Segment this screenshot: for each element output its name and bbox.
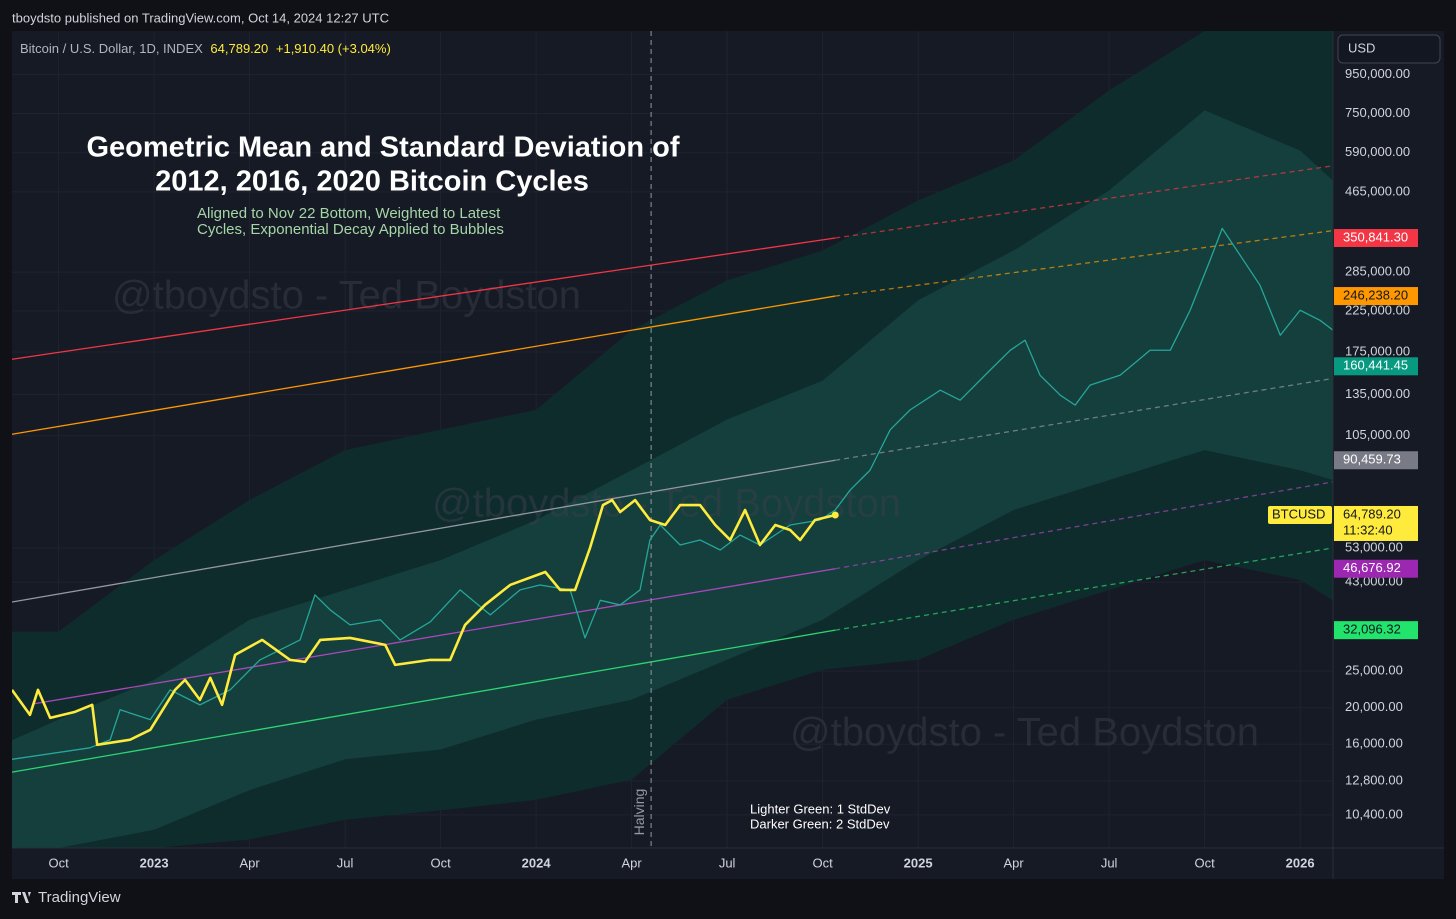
y-tick-label: 16,000.00 — [1345, 736, 1403, 751]
price-line — [12, 227, 1333, 760]
note: Darker Green: 2 StdDev — [750, 816, 890, 831]
note: Lighter Green: 1 StdDev — [750, 801, 891, 816]
price-label-box — [1334, 451, 1418, 470]
watermarks: @tboydsto - Ted Boydston @tboydsto - Ted… — [112, 274, 1259, 755]
tag-box — [1268, 505, 1332, 524]
channel-line — [12, 459, 836, 603]
logo: TradingView — [12, 889, 121, 906]
channel-line — [835, 165, 1333, 239]
subtitle: Cycles, Exponential Decay Applied to Bub… — [197, 221, 504, 238]
last-price: 64,789.20 — [210, 41, 268, 56]
price-label-box — [1334, 621, 1418, 640]
currency[interactable]: USD — [1348, 40, 1375, 55]
channel-line — [12, 629, 836, 773]
y-tick-label: 590,000.00 — [1345, 144, 1410, 159]
x-tick-label: Oct — [1195, 855, 1216, 870]
channel-line — [12, 237, 836, 360]
x-tick-label: Jul — [1101, 855, 1118, 870]
channel-line — [12, 295, 836, 435]
y-tick-label: 950,000.00 — [1345, 66, 1410, 81]
price-label-box — [1334, 229, 1418, 248]
y-tick-label: 53,000.00 — [1345, 539, 1403, 554]
price-label: 246,238.20 — [1343, 287, 1408, 302]
price-label: 32,096.32 — [1343, 622, 1401, 637]
price-label-box — [1334, 505, 1418, 541]
change: +1,910.40 (+3.04%) — [276, 41, 391, 56]
y-tick-label: 285,000.00 — [1345, 264, 1410, 279]
axes: 950,000.00 750,000.00 590,000.00 465,000.00… — [12, 31, 1444, 879]
x-tick-label: Oct — [48, 855, 69, 870]
price-label: 64,789.20 — [1343, 506, 1401, 521]
y-tick-label: 750,000.00 — [1345, 105, 1410, 120]
price-label: 350,841.30 — [1343, 229, 1408, 244]
channel-line — [835, 377, 1333, 461]
legend: Bitcoin / U.S. Dollar, 1D, INDEX 64,789.… — [20, 41, 391, 56]
x-tick-label: 2026 — [1286, 855, 1315, 870]
last-point — [831, 511, 839, 519]
watermark: @tboydsto - Ted Boydston — [790, 711, 1259, 755]
y-tick-label: 135,000.00 — [1345, 386, 1410, 401]
header: tboydsto published on TradingView.com, O… — [12, 10, 389, 25]
title: Geometric Mean and Standard Deviation of — [87, 132, 680, 164]
channel-line — [835, 547, 1333, 631]
footer: TradingView — [38, 889, 121, 906]
price-label: 160,441.45 — [1343, 358, 1408, 373]
y-tick-label: 10,400.00 — [1345, 806, 1403, 821]
x-tick-label: 2025 — [904, 855, 933, 870]
y-tick-label: 465,000.00 — [1345, 183, 1410, 198]
x-tick-label: Jul — [719, 855, 736, 870]
currency-button[interactable] — [1337, 34, 1441, 64]
watermark: @tboydsto - Ted Boydston — [432, 482, 901, 526]
channel-line — [835, 229, 1333, 297]
y-tick-label: 105,000.00 — [1345, 427, 1410, 442]
subtitle: Aligned to Nov 22 Bottom, Weighted to La… — [197, 205, 501, 222]
x-tick-label: 2024 — [522, 855, 552, 870]
plot-front — [12, 31, 1333, 848]
y-tick-label: 20,000.00 — [1345, 699, 1403, 714]
countdown: 11:32:40 — [1343, 522, 1393, 537]
price-label-box — [1334, 559, 1418, 578]
price-label: 46,676.92 — [1343, 560, 1401, 575]
x-tick-label: Oct — [813, 855, 834, 870]
x-tick-label: Jul — [337, 855, 354, 870]
std-band — [12, 110, 1333, 848]
title: 2012, 2016, 2020 Bitcoin Cycles — [155, 166, 589, 198]
y-tick-label: 225,000.00 — [1345, 302, 1410, 317]
y-tick-label: 25,000.00 — [1345, 663, 1403, 678]
plot-back — [12, 31, 1333, 848]
channel-line — [34, 568, 836, 705]
x-tick-label: Apr — [622, 855, 643, 870]
logo-icon — [12, 892, 31, 903]
x-tick-label: 2023 — [140, 855, 169, 870]
tag: BTCUSD — [1272, 506, 1325, 521]
price-label-box — [1334, 287, 1418, 306]
watermark: @tboydsto - Ted Boydston — [112, 274, 581, 318]
price-line — [12, 498, 836, 747]
x-tick-label: Apr — [239, 855, 260, 870]
halving-label: Halving — [631, 789, 647, 836]
y-tick-label: 175,000.00 — [1345, 343, 1410, 358]
symbol: Bitcoin / U.S. Dollar, 1D, INDEX — [20, 41, 203, 56]
price-label-box — [1334, 357, 1418, 376]
x-tick-label: Apr — [1004, 855, 1025, 870]
channel-line — [835, 481, 1333, 570]
y-tick-label: 12,800.00 — [1345, 772, 1403, 787]
price-label: 90,459.73 — [1343, 452, 1401, 467]
x-tick-label: Oct — [431, 855, 452, 870]
